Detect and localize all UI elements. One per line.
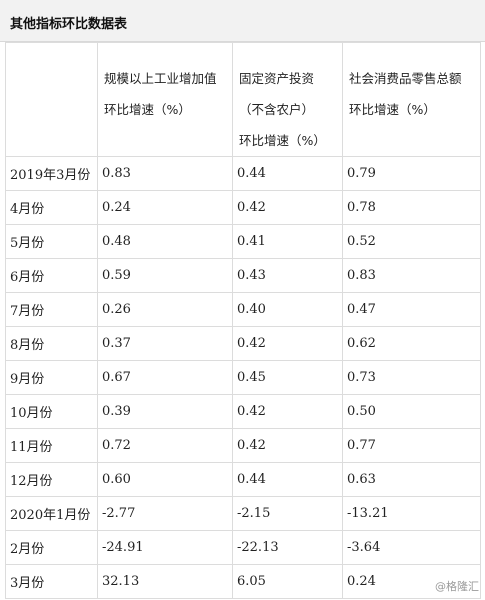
value-cell: 0.79 xyxy=(342,156,481,191)
row-label: 10月份 xyxy=(5,394,98,429)
value-cell: -22.13 xyxy=(232,530,343,565)
value-cell: -2.77 xyxy=(97,496,233,531)
row-label: 11月份 xyxy=(5,428,98,463)
value-cell: 0.44 xyxy=(232,156,343,191)
value-cell: 0.52 xyxy=(342,224,481,259)
table-row: 2月份 -24.91 -22.13 -3.64 xyxy=(5,530,481,565)
value-cell: -3.64 xyxy=(342,530,481,565)
table-row: 2019年3月份 0.83 0.44 0.79 xyxy=(5,156,481,191)
value-cell: 0.73 xyxy=(342,360,481,395)
row-label: 2019年3月份 xyxy=(5,156,98,191)
table-row: 3月份 32.13 6.05 0.24 xyxy=(5,564,481,599)
value-cell: -13.21 xyxy=(342,496,481,531)
value-cell: 0.83 xyxy=(97,156,233,191)
header-line: 社会消费品零售总额 xyxy=(349,71,462,86)
header-cell-investment: 固定资产投资 （不含农户） 环比增速（%） xyxy=(232,42,343,157)
table-title: 其他指标环比数据表 xyxy=(10,17,128,32)
value-cell: 0.41 xyxy=(232,224,343,259)
header-line: 环比增速（%） xyxy=(104,102,191,117)
value-cell: 0.47 xyxy=(342,292,481,327)
row-label: 5月份 xyxy=(5,224,98,259)
row-label: 7月份 xyxy=(5,292,98,327)
value-cell: -24.91 xyxy=(97,530,233,565)
header-line: 环比增速（%） xyxy=(239,133,326,148)
value-cell: 0.44 xyxy=(232,462,343,497)
table-row: 2020年1月份 -2.77 -2.15 -13.21 xyxy=(5,496,481,531)
table-row: 10月份 0.39 0.42 0.50 xyxy=(5,394,481,429)
indicator-table: 规模以上工业增加值 环比增速（%） 固定资产投资 （不含农户） 环比增速（%） … xyxy=(5,42,481,599)
table-row: 11月份 0.72 0.42 0.77 xyxy=(5,428,481,463)
header-line: 环比增速（%） xyxy=(349,102,436,117)
table-row: 7月份 0.26 0.40 0.47 xyxy=(5,292,481,327)
value-cell: 0.83 xyxy=(342,258,481,293)
header-line: 固定资产投资 xyxy=(239,71,315,86)
value-cell: 0.60 xyxy=(97,462,233,497)
value-cell: 0.78 xyxy=(342,190,481,225)
value-cell: 0.42 xyxy=(232,326,343,361)
value-cell: 6.05 xyxy=(232,564,343,599)
table-row: 9月份 0.67 0.45 0.73 xyxy=(5,360,481,395)
table-row: 4月份 0.24 0.42 0.78 xyxy=(5,190,481,225)
value-cell: 0.48 xyxy=(97,224,233,259)
header-cell-blank xyxy=(5,42,98,157)
table-row: 5月份 0.48 0.41 0.52 xyxy=(5,224,481,259)
value-cell: 0.37 xyxy=(97,326,233,361)
row-label: 2020年1月份 xyxy=(5,496,98,531)
row-label: 8月份 xyxy=(5,326,98,361)
value-cell: 0.24 xyxy=(342,564,481,599)
value-cell: 0.63 xyxy=(342,462,481,497)
header-cell-retail: 社会消费品零售总额 环比增速（%） xyxy=(342,42,481,157)
value-cell: 0.42 xyxy=(232,428,343,463)
row-label: 12月份 xyxy=(5,462,98,497)
value-cell: 0.50 xyxy=(342,394,481,429)
value-cell: 0.59 xyxy=(97,258,233,293)
row-label: 3月份 xyxy=(5,564,98,599)
value-cell: 0.40 xyxy=(232,292,343,327)
value-cell: 0.45 xyxy=(232,360,343,395)
value-cell: 0.26 xyxy=(97,292,233,327)
watermark-text: @格隆汇 xyxy=(435,580,479,593)
value-cell: 0.42 xyxy=(232,394,343,429)
value-cell: -2.15 xyxy=(232,496,343,531)
header-line: （不含农户） xyxy=(239,102,315,117)
row-label: 4月份 xyxy=(5,190,98,225)
value-cell: 0.43 xyxy=(232,258,343,293)
row-label: 9月份 xyxy=(5,360,98,395)
table-title-bar: 其他指标环比数据表 xyxy=(0,0,485,42)
table-row: 12月份 0.60 0.44 0.63 xyxy=(5,462,481,497)
value-cell: 0.77 xyxy=(342,428,481,463)
value-cell: 0.42 xyxy=(232,190,343,225)
value-cell: 0.39 xyxy=(97,394,233,429)
header-cell-industrial: 规模以上工业增加值 环比增速（%） xyxy=(97,42,233,157)
row-label: 6月份 xyxy=(5,258,98,293)
value-cell: 0.62 xyxy=(342,326,481,361)
header-row: 规模以上工业增加值 环比增速（%） 固定资产投资 （不含农户） 环比增速（%） … xyxy=(5,42,481,157)
table-row: 6月份 0.59 0.43 0.83 xyxy=(5,258,481,293)
value-cell: 32.13 xyxy=(97,564,233,599)
value-cell: 0.72 xyxy=(97,428,233,463)
value-cell: 0.67 xyxy=(97,360,233,395)
header-line: 规模以上工业增加值 xyxy=(104,71,217,86)
table-row: 8月份 0.37 0.42 0.62 xyxy=(5,326,481,361)
value-cell: 0.24 xyxy=(97,190,233,225)
row-label: 2月份 xyxy=(5,530,98,565)
